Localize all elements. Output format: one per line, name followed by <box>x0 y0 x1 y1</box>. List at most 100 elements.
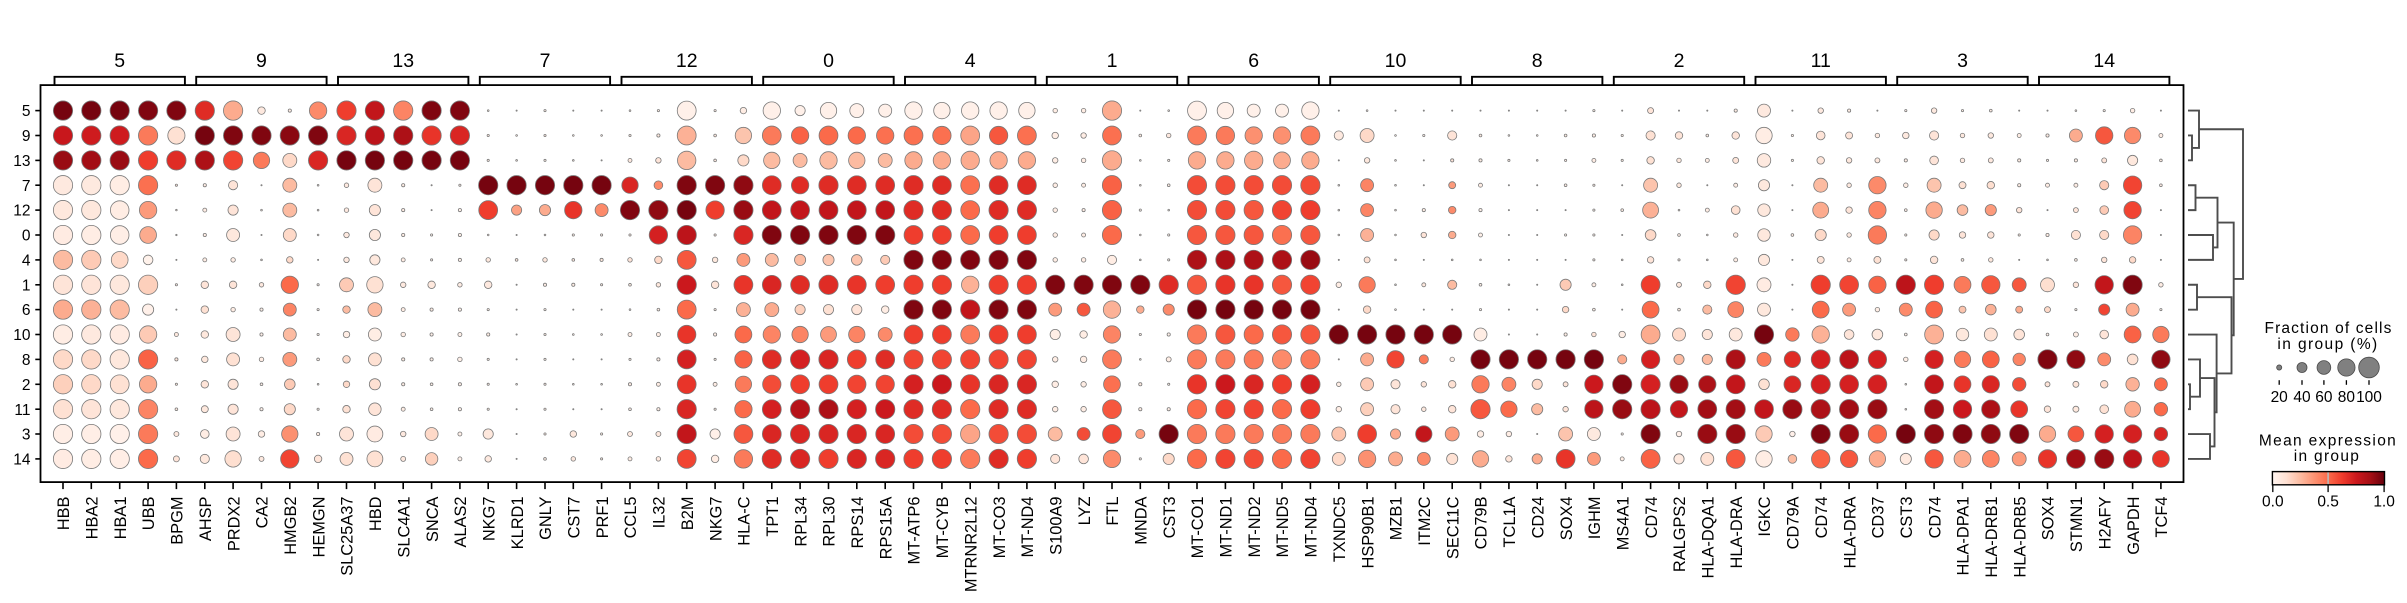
svg-text:UBB: UBB <box>140 496 158 530</box>
svg-text:MT-CO3: MT-CO3 <box>991 497 1009 559</box>
svg-text:MT-CO1: MT-CO1 <box>1189 497 1207 559</box>
svg-text:4: 4 <box>22 253 31 270</box>
svg-text:10: 10 <box>13 327 31 344</box>
svg-text:FTL: FTL <box>1104 497 1122 526</box>
svg-text:CD37: CD37 <box>1870 497 1888 539</box>
svg-text:10: 10 <box>1385 50 1407 72</box>
svg-text:SLC25A37: SLC25A37 <box>339 497 357 576</box>
svg-text:5: 5 <box>22 103 31 120</box>
svg-text:MT-ATP6: MT-ATP6 <box>906 497 924 565</box>
svg-text:STMN1: STMN1 <box>2068 497 2086 553</box>
svg-text:9: 9 <box>256 50 267 72</box>
svg-text:CA2: CA2 <box>254 497 272 529</box>
svg-text:0: 0 <box>823 50 834 72</box>
svg-text:12: 12 <box>13 203 30 220</box>
svg-text:HLA-DRA: HLA-DRA <box>1841 496 1859 568</box>
svg-text:MT-ND2: MT-ND2 <box>1246 497 1264 558</box>
svg-text:1.0: 1.0 <box>2373 494 2395 511</box>
svg-text:CD74: CD74 <box>1813 497 1831 539</box>
svg-text:8: 8 <box>22 352 31 369</box>
svg-text:11: 11 <box>1811 50 1831 72</box>
svg-text:RPL34: RPL34 <box>792 497 810 547</box>
svg-text:MT-ND4: MT-ND4 <box>1303 497 1321 558</box>
svg-text:HBD: HBD <box>367 496 385 531</box>
svg-text:TXNDC5: TXNDC5 <box>1331 497 1349 563</box>
svg-text:MS4A1: MS4A1 <box>1615 497 1633 551</box>
svg-text:12: 12 <box>676 50 698 72</box>
svg-text:TPT1: TPT1 <box>764 497 782 537</box>
svg-text:PRDX2: PRDX2 <box>225 497 243 552</box>
svg-text:TCF4: TCF4 <box>2153 497 2171 538</box>
svg-text:HSP90B1: HSP90B1 <box>1359 497 1377 569</box>
svg-text:SOX4: SOX4 <box>2040 497 2058 541</box>
svg-text:HBB: HBB <box>55 496 73 530</box>
svg-text:2: 2 <box>1674 50 1685 72</box>
svg-text:CST7: CST7 <box>566 497 584 539</box>
svg-text:9: 9 <box>22 128 31 145</box>
svg-text:NKG7: NKG7 <box>480 497 498 542</box>
svg-text:2: 2 <box>22 377 31 394</box>
svg-text:1: 1 <box>22 277 31 294</box>
svg-text:6: 6 <box>22 302 31 319</box>
svg-text:ITM2C: ITM2C <box>1416 496 1434 545</box>
svg-text:HLA-C: HLA-C <box>736 496 754 545</box>
svg-text:B2M: B2M <box>679 497 697 531</box>
svg-text:11: 11 <box>14 402 30 419</box>
svg-text:NKG7: NKG7 <box>707 497 725 542</box>
svg-text:ALAS2: ALAS2 <box>452 496 470 547</box>
svg-text:CCL5: CCL5 <box>622 497 640 539</box>
svg-text:7: 7 <box>22 178 31 195</box>
svg-text:CD24: CD24 <box>1529 497 1547 539</box>
svg-text:MTRNR2L12: MTRNR2L12 <box>962 497 980 593</box>
svg-text:IGHM: IGHM <box>1586 497 1604 540</box>
svg-text:BPGM: BPGM <box>169 497 187 545</box>
svg-text:CD74: CD74 <box>1926 497 1944 539</box>
svg-text:in group (%): in group (%) <box>2277 336 2378 353</box>
svg-text:SLC4A1: SLC4A1 <box>395 497 413 558</box>
svg-text:CST3: CST3 <box>1898 497 1916 539</box>
svg-text:20: 20 <box>2271 389 2289 406</box>
svg-text:0: 0 <box>22 228 31 245</box>
svg-text:0.5: 0.5 <box>2317 494 2339 511</box>
svg-text:3: 3 <box>1957 50 1968 72</box>
svg-text:0.0: 0.0 <box>2262 494 2284 511</box>
svg-text:1: 1 <box>1107 50 1118 72</box>
svg-text:6: 6 <box>1248 50 1259 72</box>
svg-text:7: 7 <box>540 50 551 72</box>
svg-text:CST3: CST3 <box>1161 497 1179 539</box>
svg-text:5: 5 <box>114 50 125 72</box>
svg-text:HLA-DRB1: HLA-DRB1 <box>1983 497 2001 578</box>
svg-text:Mean expression: Mean expression <box>2259 433 2397 450</box>
svg-text:RALGPS2: RALGPS2 <box>1671 497 1689 573</box>
svg-text:HLA-DRB5: HLA-DRB5 <box>2011 496 2029 577</box>
svg-text:in group: in group <box>2294 448 2360 465</box>
svg-text:4: 4 <box>965 50 976 72</box>
svg-text:SOX4: SOX4 <box>1558 497 1576 541</box>
svg-text:HBA2: HBA2 <box>84 497 102 540</box>
svg-text:MT-ND1: MT-ND1 <box>1218 497 1236 558</box>
svg-text:CD79B: CD79B <box>1473 496 1491 549</box>
svg-text:HBA1: HBA1 <box>112 497 130 540</box>
svg-text:RPS15A: RPS15A <box>877 496 895 559</box>
svg-text:GAPDH: GAPDH <box>2125 497 2143 555</box>
svg-text:60: 60 <box>2315 389 2333 406</box>
svg-text:Fraction of cells: Fraction of cells <box>2264 320 2392 337</box>
svg-text:MT-ND4: MT-ND4 <box>1019 497 1037 558</box>
svg-text:KLRD1: KLRD1 <box>509 497 527 550</box>
svg-text:H2AFY: H2AFY <box>2096 496 2114 549</box>
svg-text:CD74: CD74 <box>1643 497 1661 539</box>
svg-text:HEMGN: HEMGN <box>310 497 328 558</box>
svg-text:SNCA: SNCA <box>424 496 442 542</box>
svg-text:RPS14: RPS14 <box>849 497 867 549</box>
svg-text:MNDA: MNDA <box>1133 496 1151 544</box>
svg-text:14: 14 <box>13 452 31 469</box>
svg-text:RPL30: RPL30 <box>821 497 839 547</box>
svg-text:HMGB2: HMGB2 <box>282 497 300 555</box>
svg-text:80: 80 <box>2338 389 2356 406</box>
svg-text:8: 8 <box>1532 50 1543 72</box>
svg-text:HLA-DQA1: HLA-DQA1 <box>1700 497 1718 579</box>
svg-text:GNLY: GNLY <box>537 496 555 539</box>
svg-text:40: 40 <box>2293 389 2311 406</box>
svg-text:SEC11C: SEC11C <box>1444 496 1462 559</box>
svg-text:AHSP: AHSP <box>197 496 215 541</box>
